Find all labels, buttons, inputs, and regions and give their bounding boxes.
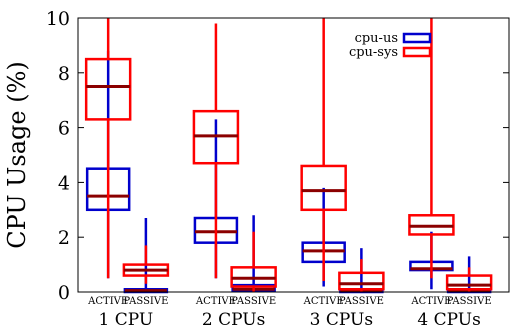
y-tick-label: 0 xyxy=(58,282,70,304)
y-tick-label: 10 xyxy=(46,8,70,30)
box-cpu-sys xyxy=(408,18,455,279)
y-tick-label: 6 xyxy=(58,118,70,140)
legend: cpu-us cpu-sys xyxy=(349,31,432,60)
box-cpu-sys xyxy=(84,18,132,279)
y-tick-label: 2 xyxy=(58,227,70,249)
box-iqr xyxy=(84,57,132,121)
y-axis: 0 2 4 6 8 10 xyxy=(46,8,509,304)
plot-frame xyxy=(77,17,510,293)
x-group-label: 4 CPUs xyxy=(417,310,480,330)
legend-label-cpu-sys: cpu-sys xyxy=(349,45,398,60)
x-subgroup-label: ACTIVE xyxy=(87,296,128,307)
y-axis-label: CPU Usage (%) xyxy=(3,61,31,249)
box-cpu-sys xyxy=(300,18,347,282)
box-iqr xyxy=(300,164,347,212)
x-subgroup-label: PASSIVE xyxy=(123,296,168,307)
boxes-layer xyxy=(84,18,493,294)
x-group-label: 2 CPUs xyxy=(202,310,265,330)
x-subgroup-label: PASSIVE xyxy=(339,296,384,307)
box-iqr xyxy=(338,271,385,291)
x-subgroup-label: ACTIVE xyxy=(410,296,451,307)
legend-label-cpu-us: cpu-us xyxy=(355,31,398,46)
legend-swatch-cpu-sys xyxy=(402,46,432,58)
x-subgroup-label: ACTIVE xyxy=(195,296,236,307)
box-cpu-sys xyxy=(338,259,385,292)
x-subgroup-label: PASSIVE xyxy=(231,296,276,307)
x-group-label: 3 CPUs xyxy=(310,310,373,330)
x-group-label: 1 CPU xyxy=(99,310,154,330)
legend-swatch-cpu-us xyxy=(402,32,432,44)
box-cpu-sys xyxy=(122,245,170,284)
x-subgroup-label: PASSIVE xyxy=(447,296,492,307)
x-subgroup-label: ACTIVE xyxy=(303,296,344,307)
y-tick-label: 4 xyxy=(58,172,70,194)
box-cpu-sys xyxy=(230,231,277,292)
box-cpu-sys xyxy=(192,23,240,279)
box-iqr xyxy=(445,274,493,291)
y-tick-label: 8 xyxy=(58,63,70,85)
